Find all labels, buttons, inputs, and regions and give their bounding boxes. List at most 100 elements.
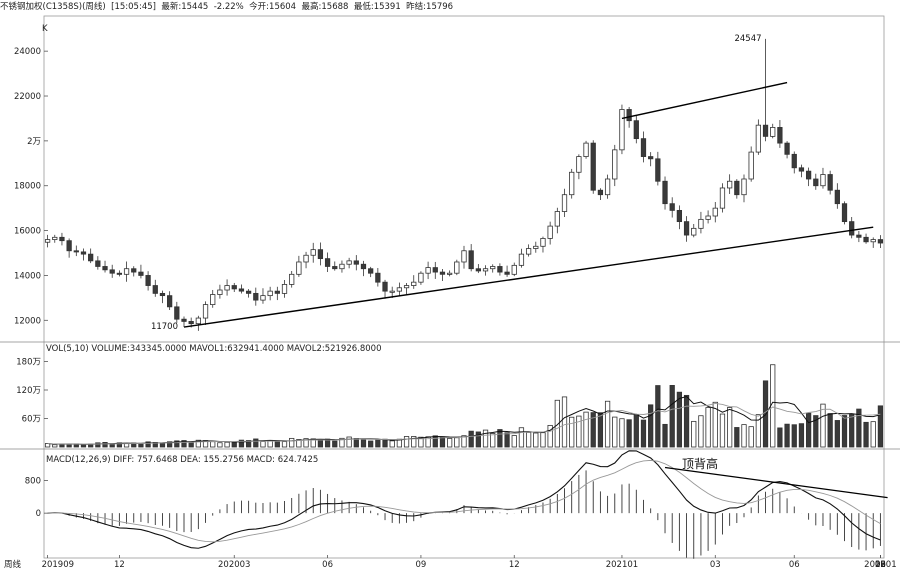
candle-body [461, 250, 467, 263]
candle-body [303, 254, 309, 263]
candle-body [396, 287, 403, 292]
candle-body [712, 207, 718, 217]
volume-bar [798, 423, 805, 448]
volume-bar [676, 391, 683, 448]
x-tick-label: 12 [875, 560, 886, 570]
chart-frame [0, 15, 900, 559]
volume-bar [791, 424, 797, 448]
last-value: 15445 [181, 2, 209, 12]
volume-bar [834, 420, 840, 448]
macd-dif-line [47, 450, 881, 549]
volume-bar [253, 438, 259, 448]
candle-body [109, 269, 115, 274]
x-tick-label: 12 [114, 560, 125, 570]
volume-tick-label: 180万 [16, 358, 41, 368]
x-tick-label: 08 [875, 560, 886, 570]
candle-body [655, 158, 661, 182]
candle-body [518, 253, 525, 266]
candle-body [691, 227, 697, 236]
candle-body [95, 260, 101, 267]
candle-body [525, 248, 532, 255]
candle-body [145, 275, 151, 286]
volume-bar [145, 441, 151, 448]
candle-body [798, 167, 805, 172]
candle-body [439, 271, 446, 275]
volume-bar [755, 414, 761, 448]
candle-body [425, 267, 431, 274]
volume-bar [475, 431, 481, 448]
candle-body [102, 266, 108, 271]
candle-body [762, 124, 769, 137]
candle-body [224, 285, 230, 291]
candle-body [167, 295, 173, 308]
volume-bar [468, 430, 474, 448]
high-annotation: 24547 [734, 34, 761, 44]
volume-bar [339, 437, 345, 448]
candle-body [73, 250, 79, 253]
volume-bar [590, 412, 596, 448]
candle-body [870, 239, 876, 243]
volume-bar [540, 432, 546, 448]
volume-bar [95, 442, 101, 448]
volume-bar [66, 443, 72, 448]
volume-bar [238, 439, 245, 448]
candle-body [116, 272, 123, 275]
macd-dea-line [47, 459, 881, 543]
candle-body [88, 253, 94, 262]
x-tick-label: 201909 [42, 560, 74, 570]
price-tick-label: 14000 [14, 271, 41, 281]
avg-value: 15604 [269, 2, 297, 12]
price-tick-label: 2万 [27, 137, 41, 147]
volume-bar [375, 439, 381, 448]
candle-body [741, 178, 747, 196]
volume-bar [181, 440, 187, 448]
volume-bar [640, 419, 647, 448]
volume-tick-label: 120万 [16, 386, 41, 396]
volume-bar [482, 429, 489, 448]
quote-header: 不锈钢加权(C1358S)(周线) [15:05:45] 最新:15445 -2… [0, 0, 453, 14]
volume-bar [533, 432, 539, 448]
candle-body [705, 215, 711, 220]
candle-body [389, 290, 395, 293]
volume-bar [525, 432, 532, 448]
volume-bar [432, 435, 438, 448]
candle-body [490, 266, 496, 270]
volume-bar [80, 444, 87, 448]
candle-body [382, 281, 388, 292]
volume-bar [231, 441, 237, 448]
candle-body [296, 261, 302, 275]
volume-bar [547, 424, 553, 448]
volume-bar [403, 436, 410, 448]
volume-axis: 180万 120万 60万 [16, 358, 48, 425]
candle-body [418, 272, 424, 283]
volume-bar [332, 440, 338, 448]
candle-body [813, 178, 819, 187]
volume-bar [102, 441, 108, 448]
candle-body [633, 120, 639, 140]
price-annotations: K 11700 24547 顶背高 [42, 24, 762, 471]
price-candles [44, 38, 884, 331]
candle-body [123, 268, 130, 275]
candle-body [698, 218, 704, 229]
volume-bar [310, 438, 316, 448]
volume-bar [511, 435, 517, 448]
candle-body [44, 239, 51, 243]
macd-histogram [54, 470, 881, 559]
candle-body [310, 249, 316, 256]
volume-bar [174, 440, 180, 448]
volume-bar [691, 420, 697, 448]
price-axis: 24000 22000 2万 18000 16000 14000 12000 [14, 47, 48, 326]
pattern-annotation: 顶背高 [682, 456, 718, 471]
volume-bar [841, 415, 848, 448]
volume-bar [669, 385, 675, 448]
volume-bar [727, 407, 733, 448]
volume-bar [748, 426, 754, 448]
volume-bar [856, 408, 862, 448]
high-value: 15688 [321, 2, 349, 12]
candle-body [368, 268, 374, 274]
volume-bar [447, 438, 453, 448]
candle-body [181, 318, 187, 322]
volume-bar [648, 404, 654, 448]
volume-bar [303, 438, 309, 448]
